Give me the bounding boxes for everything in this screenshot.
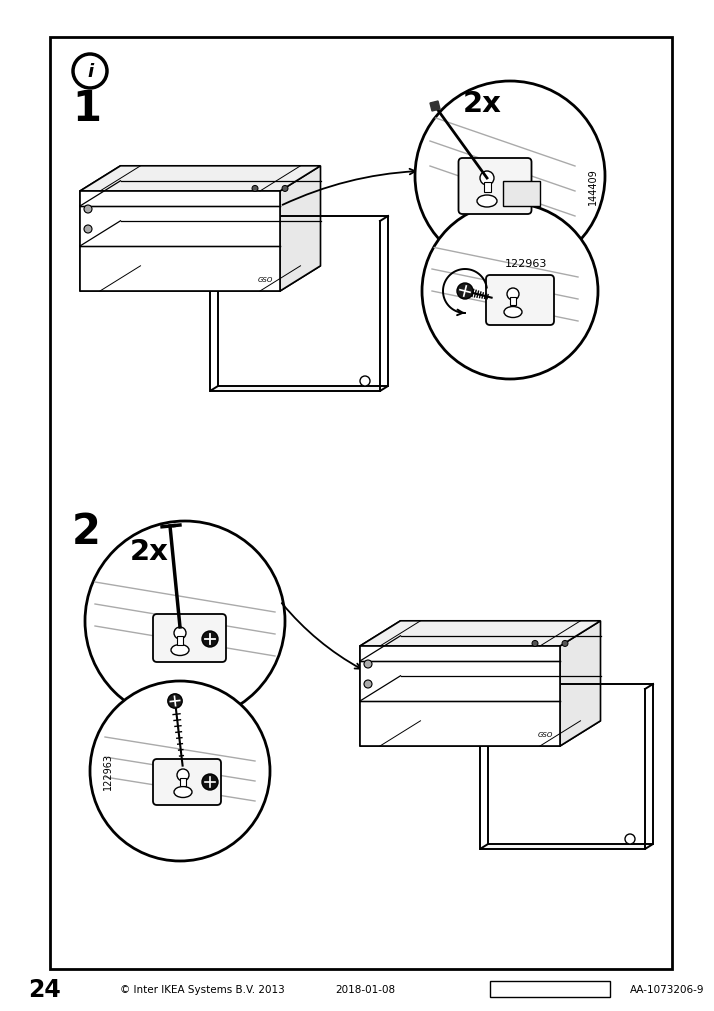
Ellipse shape xyxy=(504,307,522,318)
FancyBboxPatch shape xyxy=(153,615,226,662)
Circle shape xyxy=(562,641,568,647)
Circle shape xyxy=(422,204,598,379)
Circle shape xyxy=(252,186,258,192)
Polygon shape xyxy=(280,167,321,292)
Ellipse shape xyxy=(174,787,192,798)
Bar xyxy=(180,778,186,787)
Polygon shape xyxy=(360,621,600,646)
Bar xyxy=(510,297,516,305)
Circle shape xyxy=(177,769,189,782)
Circle shape xyxy=(174,628,186,639)
Circle shape xyxy=(84,206,92,213)
Polygon shape xyxy=(80,267,321,292)
Bar xyxy=(483,183,491,193)
Ellipse shape xyxy=(477,196,497,208)
FancyBboxPatch shape xyxy=(458,159,531,214)
Ellipse shape xyxy=(171,645,189,656)
Text: 122963: 122963 xyxy=(103,753,113,790)
Polygon shape xyxy=(360,646,560,746)
Circle shape xyxy=(85,522,285,721)
Polygon shape xyxy=(210,386,388,391)
Text: 2018-01-08: 2018-01-08 xyxy=(335,984,395,994)
Text: AA-1073206-9: AA-1073206-9 xyxy=(630,984,705,994)
Polygon shape xyxy=(80,167,121,292)
Circle shape xyxy=(73,55,107,89)
Polygon shape xyxy=(503,182,540,207)
Text: 2x: 2x xyxy=(130,538,169,565)
Circle shape xyxy=(625,834,635,844)
Text: © Inter IKEA Systems B.V. 2013: © Inter IKEA Systems B.V. 2013 xyxy=(120,984,285,994)
Bar xyxy=(50,38,672,969)
Text: 2: 2 xyxy=(72,511,101,552)
Polygon shape xyxy=(80,192,280,292)
Circle shape xyxy=(457,284,473,299)
FancyBboxPatch shape xyxy=(486,276,554,326)
Polygon shape xyxy=(80,167,321,192)
Circle shape xyxy=(364,660,372,668)
Text: 144409: 144409 xyxy=(588,169,598,205)
Circle shape xyxy=(84,225,92,234)
Text: 2x: 2x xyxy=(463,90,501,118)
Text: 24: 24 xyxy=(28,977,61,1001)
Circle shape xyxy=(202,632,218,647)
Circle shape xyxy=(168,695,182,709)
Polygon shape xyxy=(560,621,600,746)
Text: GSO: GSO xyxy=(257,277,273,283)
Text: 1: 1 xyxy=(72,88,101,129)
Circle shape xyxy=(480,172,494,186)
Circle shape xyxy=(360,377,370,386)
Bar xyxy=(490,981,610,997)
Text: i: i xyxy=(87,63,93,81)
Text: 122963: 122963 xyxy=(505,259,548,269)
Circle shape xyxy=(90,681,270,861)
Circle shape xyxy=(415,82,605,272)
Polygon shape xyxy=(360,721,600,746)
Circle shape xyxy=(532,641,538,647)
Polygon shape xyxy=(480,844,653,849)
Text: GSO: GSO xyxy=(538,731,553,737)
Circle shape xyxy=(507,289,519,300)
FancyBboxPatch shape xyxy=(153,759,221,805)
Polygon shape xyxy=(430,102,440,112)
Circle shape xyxy=(202,774,218,791)
Polygon shape xyxy=(360,621,401,746)
Circle shape xyxy=(282,186,288,192)
Circle shape xyxy=(364,680,372,688)
Bar xyxy=(177,636,183,645)
